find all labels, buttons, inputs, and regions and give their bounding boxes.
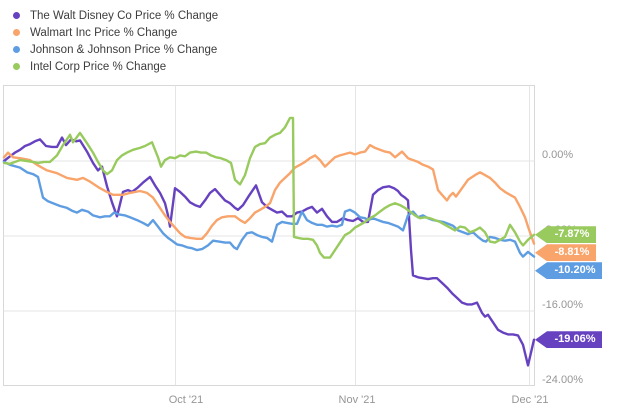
legend-bullet-icon [13,29,20,36]
series-line-intel [2,116,536,259]
x-axis-label: Nov '21 [339,394,376,406]
value-badge-walmart: -8.81% [535,244,596,262]
legend-item-disney[interactable]: The Walt Disney Co Price % Change [13,7,218,24]
y-axis-label: -24.00% [542,374,583,386]
series-line-disney [2,136,536,367]
legend-bullet-icon [13,46,20,53]
legend-item-label: The Walt Disney Co Price % Change [30,9,219,22]
value-badge-disney: -19.06% [535,331,602,349]
legend-item-label: Intel Corp Price % Change [30,60,167,73]
legend-item-intel[interactable]: Intel Corp Price % Change [13,58,218,75]
legend-item-jnj[interactable]: Johnson & Johnson Price % Change [13,41,218,58]
legend-item-label: Johnson & Johnson Price % Change [30,43,218,56]
series-line-jnj [2,160,536,258]
y-axis-label: -16.00% [542,299,583,311]
value-badge-jnj: -10.20% [535,262,602,280]
legend-bullet-icon [13,63,20,70]
value-badge-intel: -7.87% [535,226,596,244]
legend-item-walmart[interactable]: Walmart Inc Price % Change [13,24,218,41]
x-axis-label: Dec '21 [512,394,549,406]
x-axis-label: Oct '21 [169,394,204,406]
legend: The Walt Disney Co Price % Change Walmart… [13,7,218,75]
legend-bullet-icon [13,12,20,19]
legend-item-label: Walmart Inc Price % Change [30,26,178,39]
series-line-walmart [2,143,536,245]
y-axis-label: 0.00% [542,149,573,161]
